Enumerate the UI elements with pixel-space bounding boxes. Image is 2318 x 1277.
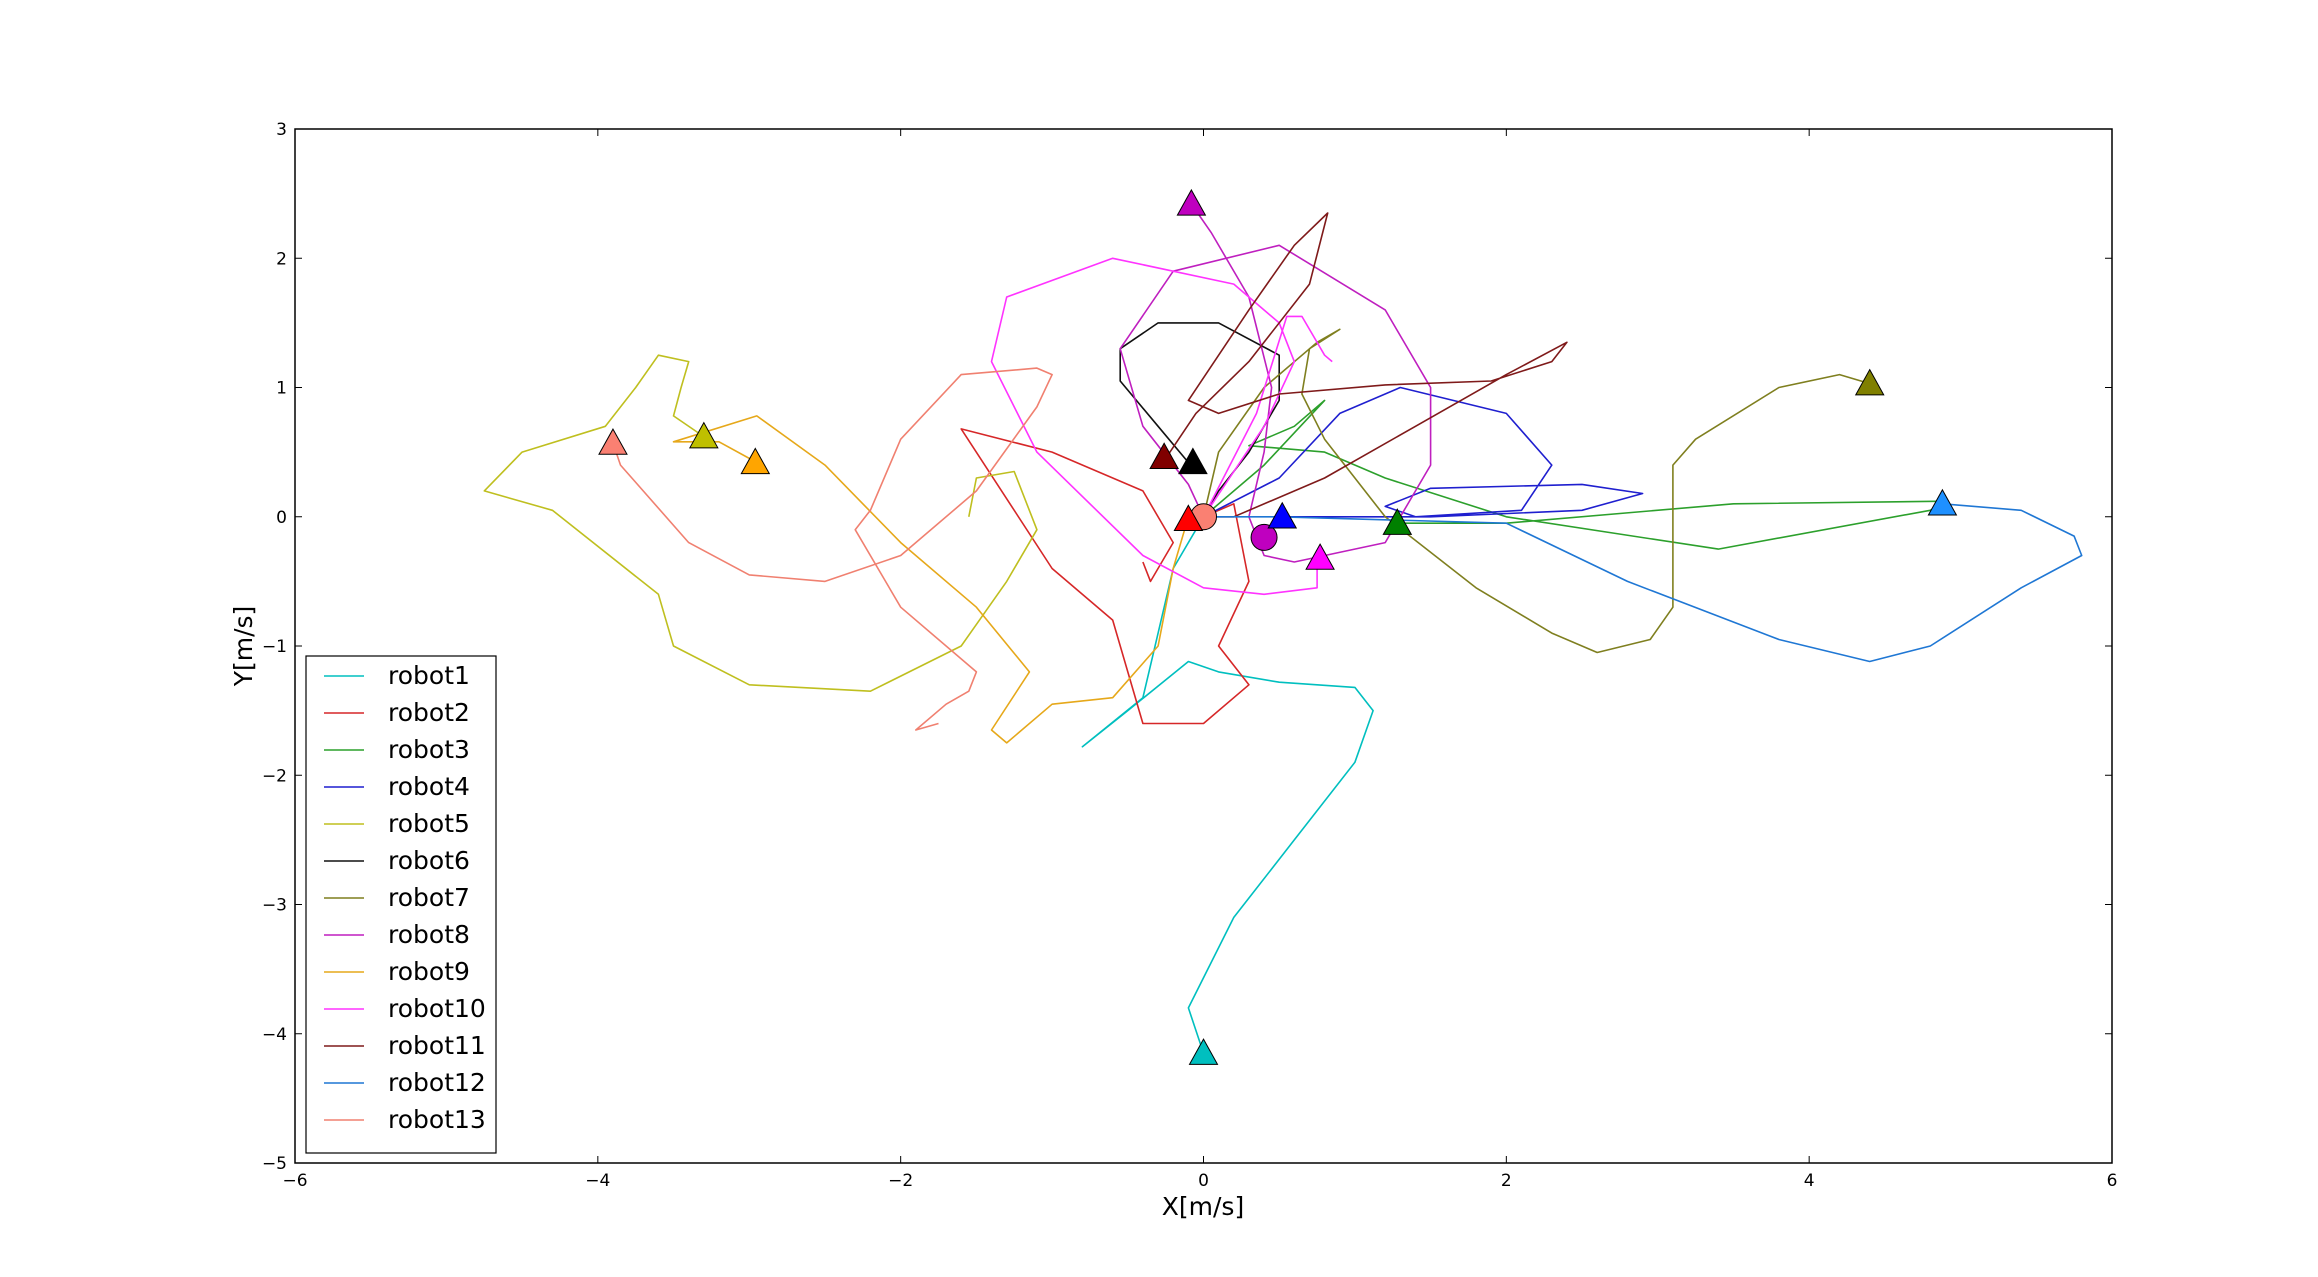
- legend-box: [305, 655, 497, 1154]
- y-tick-label: 1: [276, 379, 287, 399]
- marker-layer: [598, 188, 1958, 1065]
- series-line-robot5: [483, 354, 1038, 693]
- x-tick-label: −4: [585, 1171, 610, 1191]
- series-line-robot2: [960, 428, 1250, 725]
- end-marker-4: [688, 421, 719, 449]
- end-marker-12: [598, 428, 628, 455]
- series-line-robot10: [990, 257, 1333, 596]
- x-tick-label: 0: [1198, 1171, 1209, 1191]
- y-tick-label: −1: [262, 637, 287, 657]
- x-tick-label: 4: [1804, 1171, 1815, 1191]
- x-tick-label: 6: [2107, 1171, 2118, 1191]
- x-tick-label: −2: [888, 1171, 913, 1191]
- legend-label-robot9: robot9: [388, 957, 470, 986]
- end-marker-2: [1382, 508, 1413, 535]
- legend-label-robot1: robot1: [388, 661, 470, 690]
- y-tick-label: −2: [262, 766, 287, 786]
- y-tick-label: 3: [276, 120, 287, 140]
- end-marker-9: [1305, 543, 1335, 570]
- series-line-robot4: [1203, 386, 1644, 518]
- legend-label-robot7: robot7: [388, 883, 470, 912]
- series-line-robot3: [1202, 399, 1947, 550]
- end-marker-1: [1173, 504, 1204, 532]
- x-tick-label: 2: [1501, 1171, 1512, 1191]
- end-marker-3: [1267, 501, 1298, 529]
- axis-ticks: −6 −4 −2 0 2 4 6 −5 −4 −3 −2 −1 0 1 2 3: [262, 120, 2117, 1191]
- series-line-robot1: [1081, 516, 1374, 1054]
- end-marker-0: [1188, 1038, 1219, 1065]
- legend-label-robot13: robot13: [388, 1105, 486, 1134]
- x-axis-label: X[m/s]: [1162, 1192, 1244, 1221]
- legend-label-robot4: robot4: [388, 772, 470, 801]
- start-marker-0: [1250, 523, 1278, 551]
- legend-label-robot6: robot6: [388, 846, 470, 875]
- end-marker-10: [1149, 442, 1179, 469]
- legend-label-robot11: robot11: [388, 1031, 486, 1060]
- end-marker-11: [1927, 488, 1958, 516]
- series-line-robot11: [1164, 212, 1568, 518]
- series-line-robot12: [1203, 503, 2083, 663]
- end-marker-7: [1176, 188, 1207, 216]
- series-line-robot9: [672, 415, 1204, 744]
- legend-label-robot8: robot8: [388, 920, 470, 949]
- y-tick-label: 2: [276, 249, 287, 269]
- end-marker-5: [1178, 447, 1208, 475]
- y-axis-label: Y[m/s]: [229, 606, 258, 688]
- series-layer: [483, 203, 2083, 1054]
- plot-area: [295, 129, 2112, 1163]
- legend-label-robot12: robot12: [388, 1068, 486, 1097]
- legend-label-robot3: robot3: [388, 735, 470, 764]
- legend-label-robot5: robot5: [388, 809, 470, 838]
- y-tick-label: −4: [262, 1025, 287, 1045]
- series-line-robot13: [612, 367, 1053, 731]
- legend-label-robot10: robot10: [388, 994, 486, 1023]
- series-line-robot8: [1119, 203, 1432, 563]
- legend-label-robot2: robot2: [388, 698, 470, 727]
- y-tick-label: 0: [276, 508, 287, 528]
- end-marker-6: [1854, 368, 1885, 396]
- x-tick-label: −6: [282, 1171, 307, 1191]
- y-tick-label: −5: [262, 1154, 287, 1174]
- y-tick-label: −3: [262, 896, 287, 916]
- end-marker-8: [740, 447, 771, 475]
- legend: robot1 robot2 robot3 robot4 robot5 robot6 robo…: [305, 655, 497, 1154]
